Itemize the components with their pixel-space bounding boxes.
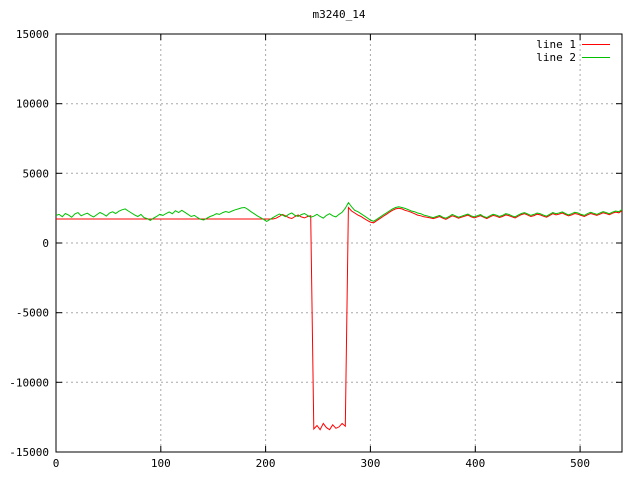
svg-text:-15000: -15000 xyxy=(9,446,49,459)
legend: line 1 line 2 xyxy=(536,38,610,64)
svg-text:100: 100 xyxy=(151,457,171,470)
chart-title: m3240_14 xyxy=(312,8,366,21)
svg-text:500: 500 xyxy=(570,457,590,470)
svg-text:-5000: -5000 xyxy=(16,307,49,320)
svg-text:15000: 15000 xyxy=(16,28,49,41)
legend-label-line2: line 2 xyxy=(536,51,576,64)
legend-row-line1: line 1 xyxy=(536,38,610,51)
svg-text:-10000: -10000 xyxy=(9,376,49,389)
svg-text:400: 400 xyxy=(465,457,485,470)
svg-text:5000: 5000 xyxy=(23,167,50,180)
legend-swatch-line2 xyxy=(582,57,610,58)
svg-text:200: 200 xyxy=(256,457,276,470)
svg-text:0: 0 xyxy=(42,237,49,250)
legend-row-line2: line 2 xyxy=(536,51,610,64)
svg-text:0: 0 xyxy=(53,457,60,470)
svg-text:10000: 10000 xyxy=(16,98,49,111)
legend-label-line1: line 1 xyxy=(536,38,576,51)
legend-swatch-line1 xyxy=(582,44,610,45)
svg-text:300: 300 xyxy=(360,457,380,470)
